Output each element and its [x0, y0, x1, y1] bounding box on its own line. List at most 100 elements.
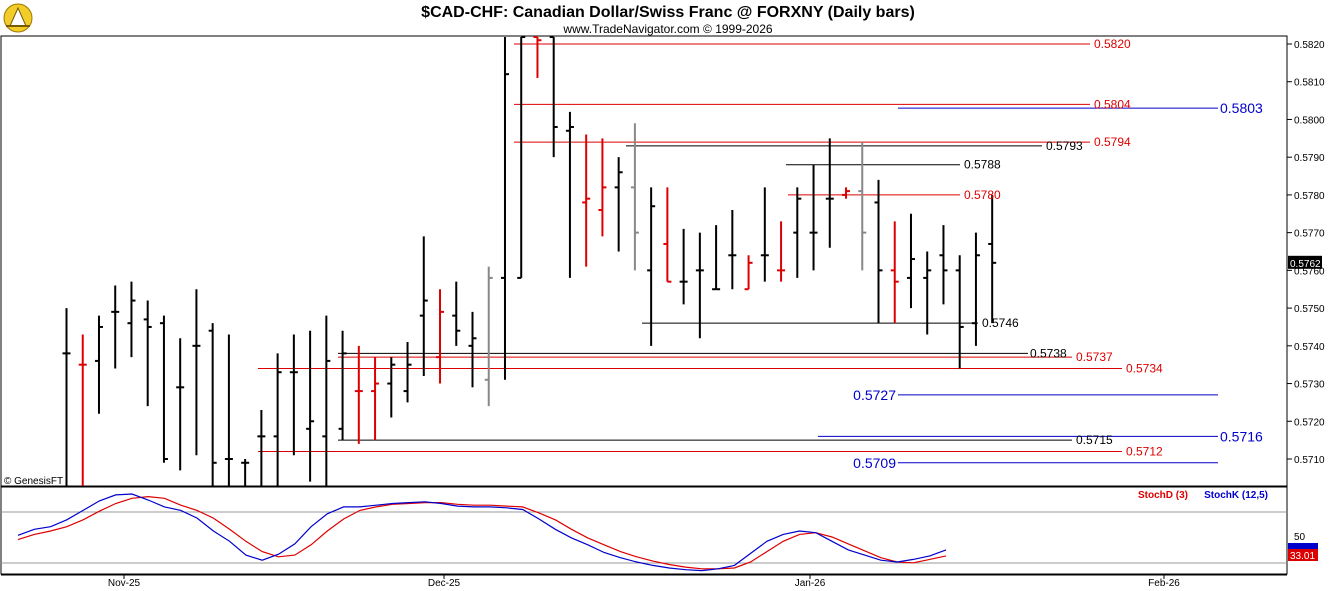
ohlc-bar — [257, 409, 266, 486]
last-price-label: 0.5762 — [1290, 259, 1321, 270]
watermark: © GenesisFT — [4, 476, 63, 487]
level-label: 0.5734 — [1126, 361, 1163, 375]
ohlc-bar — [712, 225, 721, 291]
ohlc-bar — [825, 138, 834, 248]
ohlc-bar — [728, 210, 737, 290]
ohlc-bar — [143, 300, 152, 407]
price-tick-label: 0.5720 — [1294, 417, 1325, 428]
ohlc-bar — [533, 36, 542, 78]
ohlc-bar — [777, 221, 786, 282]
ohlc-bar — [484, 266, 493, 407]
ohlc-bar — [224, 334, 233, 486]
level-label: 0.5804 — [1094, 97, 1131, 111]
stochastic-lines — [17, 493, 947, 572]
price-tick-label: 0.5760 — [1294, 266, 1325, 277]
level-labels: 0.5820 0.5804 0.5803 0.5794 0.5793 0.5788 0.57… — [853, 37, 1263, 471]
level-label: 0.5788 — [964, 158, 1001, 172]
level-label: 0.5727 — [853, 387, 896, 403]
legend-stochk: StochK (12,5) — [1204, 490, 1268, 501]
ohlc-bar — [403, 342, 412, 403]
ohlc-bar — [630, 123, 639, 271]
logo-icon — [3, 3, 33, 33]
ohlc-bar — [988, 194, 997, 324]
ohlc-bar — [419, 236, 428, 376]
price-panel — [0, 35, 1288, 487]
legend-stochd: StochD (3) — [1138, 490, 1188, 501]
x-tick-label: Jan-26 — [795, 578, 826, 589]
ohlc-bar — [78, 334, 87, 486]
level-label: 0.5803 — [1220, 100, 1263, 116]
ohlc-bar — [647, 187, 656, 346]
ohlc-bar — [500, 37, 509, 380]
ohlc-bar — [793, 187, 802, 278]
ohlc-bar — [338, 330, 347, 441]
ohlc-bar — [874, 179, 883, 324]
price-tick-label: 0.5750 — [1294, 304, 1325, 315]
ohlc-bar — [517, 36, 526, 279]
ohlc-bar — [94, 315, 103, 414]
price-tick-label: 0.5730 — [1294, 380, 1325, 391]
ohlc-bar — [306, 330, 315, 482]
x-tick-label: Feb-26 — [1148, 578, 1180, 589]
stochk-value-marker — [1288, 543, 1318, 553]
ohlc-bar — [436, 289, 445, 384]
ohlc-bar — [906, 213, 915, 309]
stochd-value-badge — [1288, 549, 1318, 561]
last-price-badge — [1288, 255, 1322, 269]
stoch-series-line — [17, 495, 947, 570]
x-tick-label: Dec-25 — [428, 578, 461, 589]
ohlc-bar — [971, 232, 980, 346]
stochastic-panel — [0, 486, 1288, 575]
ohlc-bar — [663, 187, 672, 283]
level-label: 0.5746 — [982, 316, 1019, 330]
chart-title: $CAD-CHF: Canadian Dollar/Swiss Franc @ … — [421, 4, 915, 21]
price-tick-label: 0.5740 — [1294, 342, 1325, 353]
ohlc-bar — [111, 285, 120, 369]
level-label: 0.5716 — [1220, 428, 1263, 444]
ohlc-bar — [614, 157, 623, 252]
ohlc-bar — [923, 251, 932, 335]
ohlc-bar — [452, 281, 461, 346]
ohlc-bar — [208, 323, 217, 486]
stochd-value-label: 33.01 — [1290, 551, 1315, 562]
ohlc-bar — [549, 36, 558, 158]
level-label: 0.5712 — [1126, 444, 1163, 458]
price-tick-label: 0.5790 — [1294, 153, 1325, 164]
level-label: 0.5820 — [1094, 37, 1131, 51]
ohlc-bar — [939, 225, 948, 305]
level-label: 0.5709 — [853, 455, 896, 471]
ohlc-bar — [598, 138, 607, 237]
ohlc-bar — [176, 338, 185, 471]
stoch-tick-50: 50 — [1294, 532, 1306, 543]
price-tick-label: 0.5820 — [1294, 40, 1325, 51]
ohlc-bar — [192, 289, 201, 456]
level-lines — [258, 43, 1218, 464]
ohlc-bar — [354, 345, 363, 444]
ohlc-bar — [890, 221, 899, 324]
level-label: 0.5715 — [1076, 433, 1113, 447]
ohlc-bar — [842, 187, 851, 199]
price-tick-label: 0.5770 — [1294, 229, 1325, 240]
ohlc-bar — [322, 315, 331, 486]
price-tick-label: 0.5810 — [1294, 78, 1325, 89]
price-tick-label: 0.5780 — [1294, 191, 1325, 202]
ohlc-bars — [62, 36, 997, 486]
ohlc-bar — [809, 164, 818, 271]
level-label: 0.5793 — [1046, 139, 1083, 153]
ohlc-bar — [127, 281, 136, 358]
ohlc-bar — [760, 187, 769, 282]
ohlc-bar — [955, 255, 964, 369]
level-label: 0.5738 — [1030, 346, 1067, 360]
x-axis: Nov-25 Dec-25 Jan-26 Feb-26 — [108, 575, 1180, 589]
chart-subtitle: www.TradeNavigator.com © 1999-2026 — [562, 22, 772, 36]
ohlc-bar — [679, 228, 688, 305]
ohlc-bar — [159, 315, 168, 463]
price-tick-label: 0.5800 — [1294, 115, 1325, 126]
ohlc-bar — [582, 134, 591, 267]
ohlc-bar — [62, 308, 71, 486]
ohlc-bar — [565, 111, 574, 278]
ohlc-bar — [289, 334, 298, 456]
ohlc-bar — [273, 353, 282, 486]
